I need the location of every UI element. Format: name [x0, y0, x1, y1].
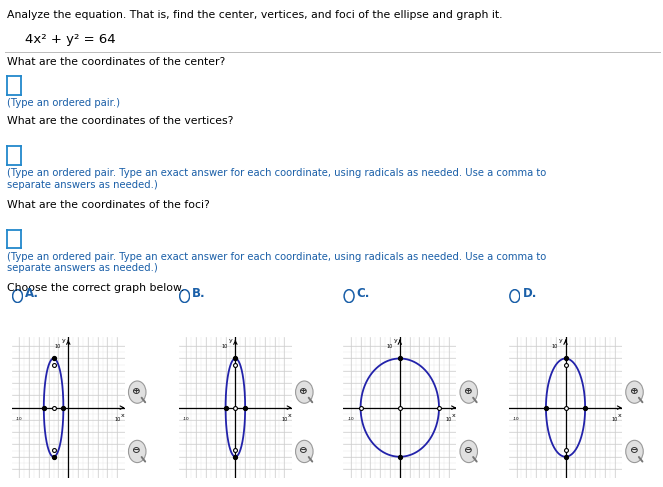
Circle shape: [626, 381, 643, 403]
Text: ⊕: ⊕: [131, 386, 140, 396]
Text: (Type an ordered pair.): (Type an ordered pair.): [7, 98, 119, 109]
Text: A.: A.: [25, 287, 39, 300]
Text: ⊕: ⊕: [629, 386, 637, 396]
Text: x: x: [287, 413, 291, 418]
Text: Choose the correct graph below.: Choose the correct graph below.: [7, 283, 184, 294]
Text: 10: 10: [221, 344, 228, 349]
Text: 10: 10: [611, 417, 618, 422]
Circle shape: [460, 381, 477, 403]
Circle shape: [296, 381, 313, 403]
Text: 4x² + y² = 64: 4x² + y² = 64: [25, 33, 116, 46]
Text: -10: -10: [347, 417, 354, 421]
Text: y: y: [560, 337, 563, 342]
Text: -10: -10: [513, 417, 520, 421]
Text: y: y: [62, 337, 66, 342]
Circle shape: [129, 381, 146, 403]
Circle shape: [129, 440, 146, 463]
Text: ⊖: ⊖: [629, 446, 637, 455]
Text: y: y: [394, 337, 397, 342]
Text: 10: 10: [281, 417, 288, 422]
Text: (Type an ordered pair. Type an exact answer for each coordinate, using radicals : (Type an ordered pair. Type an exact ans…: [7, 168, 546, 189]
Text: x: x: [120, 413, 124, 418]
Circle shape: [296, 440, 313, 463]
Text: 10: 10: [54, 344, 61, 349]
Text: -10: -10: [16, 417, 23, 421]
Text: What are the coordinates of the vertices?: What are the coordinates of the vertices…: [7, 116, 233, 126]
Text: ⊖: ⊖: [298, 446, 307, 455]
Text: ⊖: ⊖: [131, 446, 140, 455]
Circle shape: [626, 440, 643, 463]
Text: ⊖: ⊖: [463, 446, 471, 455]
Text: (Type an ordered pair. Type an exact answer for each coordinate, using radicals : (Type an ordered pair. Type an exact ans…: [7, 252, 546, 273]
Text: 10: 10: [446, 417, 452, 422]
Text: 10: 10: [386, 344, 392, 349]
Text: C.: C.: [357, 287, 370, 300]
Text: What are the coordinates of the center?: What are the coordinates of the center?: [7, 57, 225, 68]
Text: What are the coordinates of the foci?: What are the coordinates of the foci?: [7, 200, 210, 210]
Text: x: x: [617, 413, 621, 418]
Text: B.: B.: [192, 287, 206, 300]
Text: x: x: [452, 413, 455, 418]
Text: y: y: [229, 337, 233, 342]
Text: 10: 10: [114, 417, 121, 422]
Text: -10: -10: [183, 417, 190, 421]
Text: ⊕: ⊕: [298, 386, 307, 396]
Text: 10: 10: [552, 344, 558, 349]
Text: Analyze the equation. That is, find the center, vertices, and foci of the ellips: Analyze the equation. That is, find the …: [7, 10, 502, 20]
Circle shape: [460, 440, 477, 463]
Text: D.: D.: [522, 287, 537, 300]
Text: ⊕: ⊕: [463, 386, 471, 396]
